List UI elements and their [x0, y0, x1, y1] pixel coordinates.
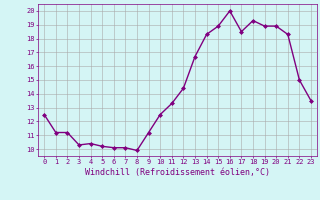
X-axis label: Windchill (Refroidissement éolien,°C): Windchill (Refroidissement éolien,°C): [85, 168, 270, 177]
